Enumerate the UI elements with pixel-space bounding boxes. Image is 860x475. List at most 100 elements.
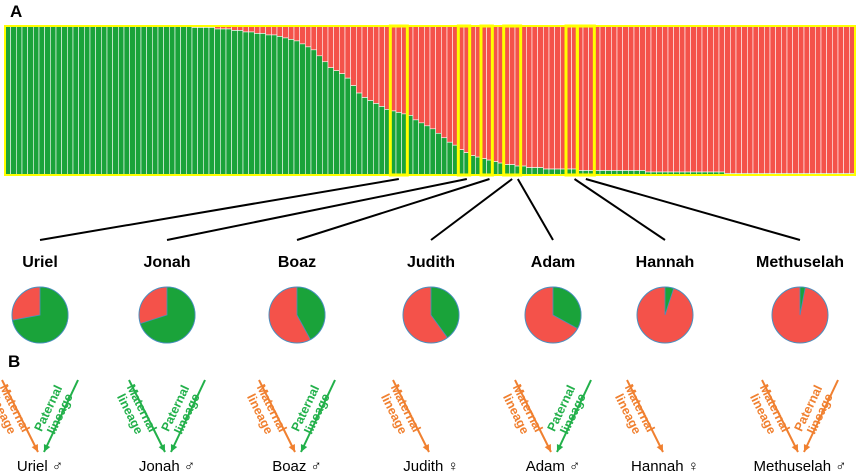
bar-green-segment <box>361 97 368 176</box>
bar-red-segment <box>509 25 516 165</box>
bar-green-segment <box>531 167 538 176</box>
pie-label: Uriel <box>22 254 58 271</box>
bar-red-segment <box>707 25 714 173</box>
highlight-box <box>456 24 472 177</box>
bar-green-segment <box>259 33 266 176</box>
bar-red-segment <box>271 25 278 36</box>
bar-red-segment <box>673 25 680 173</box>
maternal-arrow <box>514 379 552 453</box>
bar-red-segment <box>327 25 334 69</box>
bar-red-segment <box>843 25 850 174</box>
pie-slice-green <box>12 286 69 344</box>
bar-green-segment <box>435 132 442 176</box>
bar-green-segment <box>169 25 176 176</box>
bar-red-segment <box>441 25 448 139</box>
maternal-arrow-head <box>422 444 429 452</box>
bar-green-segment <box>441 137 448 176</box>
bar-red-segment <box>605 25 612 171</box>
bar-green-segment <box>44 25 51 176</box>
bar-red-segment <box>367 25 374 101</box>
bar-red-segment <box>798 25 805 174</box>
connector-line <box>516 178 554 241</box>
maternal-lineage-text: Maternallineage <box>242 382 289 440</box>
highlight-box <box>388 24 409 177</box>
maternal-arrow-head <box>31 444 38 452</box>
bar-green-segment <box>327 67 334 176</box>
paternal-arrow-head <box>300 444 308 452</box>
bar-red-segment <box>259 25 266 34</box>
maternal-arrow-head <box>288 444 295 452</box>
bar-red-segment <box>446 25 453 143</box>
pie-label: Jonah <box>143 254 190 271</box>
paternal-arrow-head <box>43 444 51 452</box>
paternal-arrow <box>170 379 206 453</box>
bar-green-segment <box>191 27 198 176</box>
maternal-arrow-head <box>791 444 798 452</box>
lineage-arrows: Maternallineage Paternallineage Uriel ♂ Mat… <box>0 379 847 475</box>
bar-red-segment <box>724 25 731 174</box>
person-label: Methuselah ♂ <box>754 458 847 475</box>
bar-green-segment <box>180 25 187 176</box>
bar-red-segment <box>690 25 697 173</box>
bar-red-segment <box>622 25 629 171</box>
person-label: Judith ♀ <box>403 458 458 475</box>
maternal-arrow-head <box>544 444 551 452</box>
bar-green-segment <box>231 30 238 176</box>
bar-green-segment <box>89 25 96 176</box>
bar-green-segment <box>101 25 108 176</box>
bar-green-segment <box>10 25 17 176</box>
connector-line <box>39 178 400 241</box>
bar-red-segment <box>361 25 368 98</box>
maternal-arrow <box>626 379 664 453</box>
bar-red-segment <box>299 25 306 45</box>
bar-green-segment <box>322 61 329 176</box>
bar-green-segment <box>27 25 34 176</box>
bar-green-segment <box>21 25 28 176</box>
bar-red-segment <box>611 25 618 171</box>
bar-red-segment <box>537 25 544 168</box>
bar-green-segment <box>339 73 346 176</box>
maternal-arrow <box>761 379 799 453</box>
bar-red-segment <box>276 25 283 37</box>
bar-green-segment <box>276 36 283 176</box>
bar-green-segment <box>38 25 45 176</box>
person-label: Uriel ♂ <box>17 458 63 475</box>
bar-green-segment <box>106 25 113 176</box>
bar-green-segment <box>214 28 221 176</box>
bar-red-segment <box>701 25 708 173</box>
bar-green-segment <box>429 128 436 176</box>
bar-green-segment <box>373 103 380 176</box>
bar-green-segment <box>242 31 249 176</box>
stacked-bar-chart <box>4 25 856 176</box>
paternal-lineage-text: Paternallineage <box>32 383 77 439</box>
bar-green-segment <box>140 25 147 176</box>
bar-green-segment <box>299 43 306 176</box>
bar-green-segment <box>112 25 119 176</box>
bar-red-segment <box>667 25 674 173</box>
highlight-box <box>502 24 523 177</box>
bar-green-segment <box>152 25 159 176</box>
bar-red-segment <box>786 25 793 174</box>
bar-red-segment <box>395 25 402 113</box>
bar-red-segment <box>531 25 538 168</box>
bar-red-segment <box>730 25 737 174</box>
bar-red-segment <box>548 25 555 170</box>
bar-red-segment <box>645 25 652 173</box>
connector-line <box>585 178 801 241</box>
bar-red-segment <box>764 25 771 174</box>
bar-green-segment <box>293 40 300 176</box>
bar-red-segment <box>265 25 272 36</box>
bar-red-segment <box>435 25 442 134</box>
maternal-arrow <box>258 379 296 453</box>
pie-slice-green <box>430 286 460 339</box>
paternal-arrow <box>803 379 839 453</box>
maternal-lineage-text: Maternallineage <box>376 382 423 440</box>
pie-slice-green <box>799 286 806 316</box>
bar-red-segment <box>696 25 703 173</box>
bar-red-segment <box>333 25 340 72</box>
bar-red-segment <box>656 25 663 173</box>
bar-red-segment <box>282 25 289 39</box>
maternal-arrow <box>392 379 430 453</box>
bar-green-segment <box>395 112 402 176</box>
bar-green-segment <box>248 31 255 176</box>
